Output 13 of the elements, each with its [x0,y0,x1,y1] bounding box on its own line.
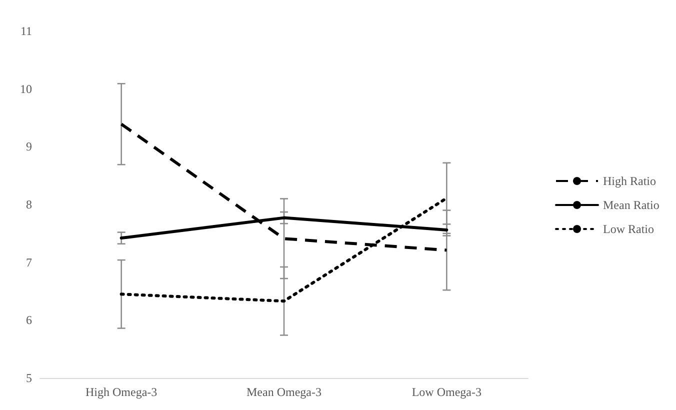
legend-label: High Ratio [603,174,656,188]
y-tick-label: 9 [26,140,32,154]
x-tick-label: Low Omega-3 [412,385,482,399]
y-tick-label: 6 [26,313,32,328]
x-tick-label: High Omega-3 [86,385,158,399]
legend-label: Mean Ratio [603,198,660,212]
y-tick-label: 11 [20,24,32,38]
y-tick-label: 10 [20,82,32,96]
y-tick-label: 7 [26,255,32,270]
x-tick-label: Mean Omega-3 [246,385,322,399]
y-tick-label: 5 [26,371,32,385]
legend-label: Low Ratio [603,222,654,236]
y-tick-label: 8 [26,198,32,212]
